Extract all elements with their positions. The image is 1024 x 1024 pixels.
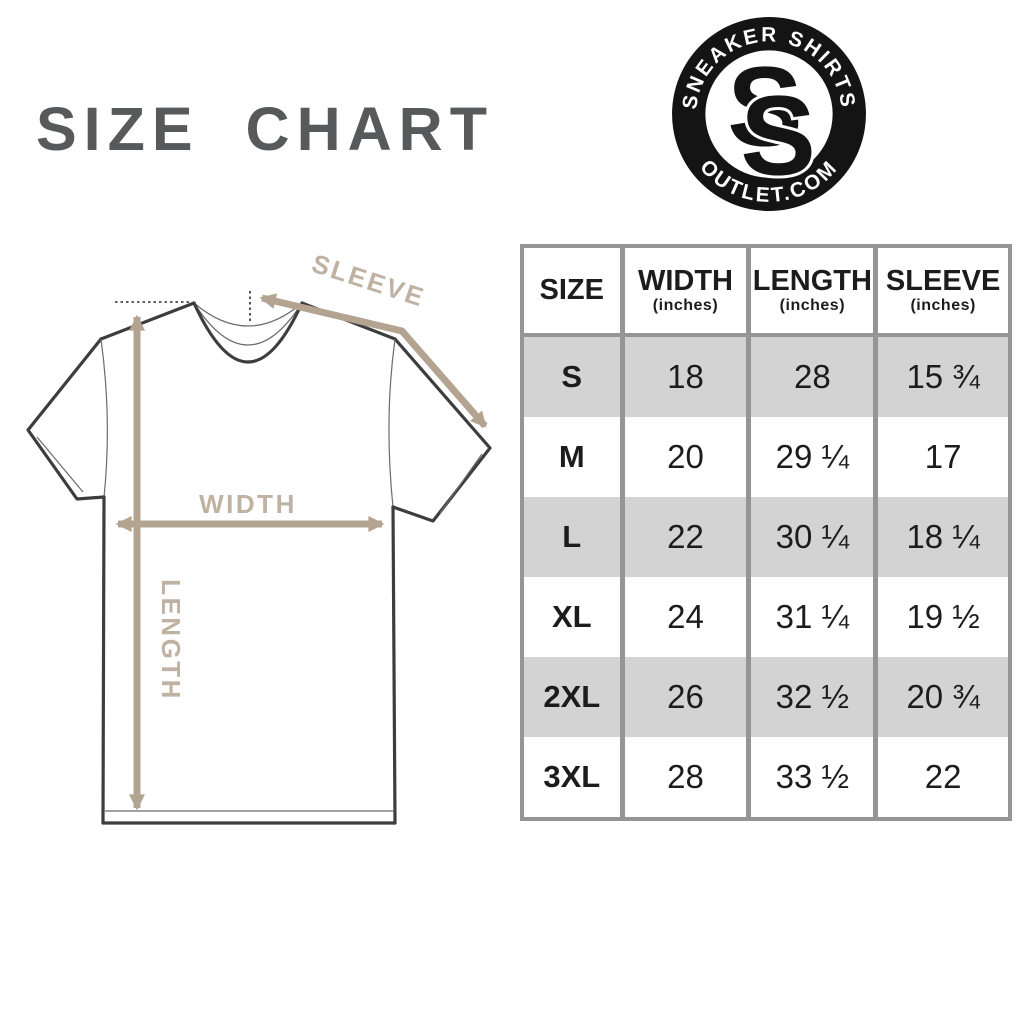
measurement-arrows bbox=[115, 293, 488, 811]
cell-width: 22 bbox=[619, 497, 749, 577]
length-label: LENGTH bbox=[156, 579, 186, 701]
cell-length: 30 ¼ bbox=[746, 497, 876, 577]
cell-sleeve: 17 bbox=[873, 417, 1010, 497]
width-label: WIDTH bbox=[199, 489, 297, 519]
table-row: 3XL 28 33 ½ 22 bbox=[522, 737, 1010, 819]
cell-width: 20 bbox=[619, 417, 749, 497]
size-table-container: SIZE WIDTH (inches) LENGTH (inches) SLEE… bbox=[520, 244, 1012, 821]
cell-length: 33 ½ bbox=[746, 737, 876, 819]
header-width-unit: (inches) bbox=[652, 296, 719, 314]
cell-size: XL bbox=[551, 599, 592, 634]
ss-monogram-icon: S bbox=[740, 73, 815, 199]
header-length-unit: (inches) bbox=[779, 296, 846, 314]
table-row: S 18 28 15 ¾ bbox=[522, 335, 1010, 417]
cell-sleeve: 18 ¼ bbox=[873, 497, 1010, 577]
table-header-row: SIZE WIDTH (inches) LENGTH (inches) SLEE… bbox=[522, 246, 1010, 337]
table-row: 2XL 26 32 ½ 20 ¾ bbox=[522, 657, 1010, 737]
header-sleeve: SLEEVE (inches) bbox=[873, 246, 1010, 337]
cell-length: 32 ½ bbox=[746, 657, 876, 737]
header-width: WIDTH (inches) bbox=[619, 246, 749, 337]
cell-length: 31 ¼ bbox=[746, 577, 876, 657]
cell-size: M bbox=[558, 439, 585, 474]
tshirt-outline bbox=[26, 291, 492, 825]
ss-monogram-icon: S bbox=[727, 43, 802, 169]
cell-size: L bbox=[562, 519, 582, 554]
cell-width: 18 bbox=[619, 335, 749, 417]
tshirt-measurement-diagram: WIDTH LENGTH SLEEVE bbox=[26, 248, 492, 825]
cell-sleeve: 20 ¾ bbox=[873, 657, 1010, 737]
table-row: XL 24 31 ¼ 19 ½ bbox=[522, 577, 1010, 657]
cell-length: 28 bbox=[746, 335, 876, 417]
size-table: SIZE WIDTH (inches) LENGTH (inches) SLEE… bbox=[520, 244, 1012, 821]
badge-inner-circle bbox=[705, 50, 833, 178]
cell-sleeve: 19 ½ bbox=[873, 577, 1010, 657]
table-row: L 22 30 ¼ 18 ¼ bbox=[522, 497, 1010, 577]
cell-size: 2XL bbox=[543, 679, 601, 714]
page-title: SIZE CHART bbox=[36, 95, 494, 163]
sleeve-label: SLEEVE bbox=[308, 248, 429, 313]
cell-sleeve: 15 ¾ bbox=[873, 335, 1010, 417]
brand-badge-logo: SNEAKER SHIRTS OUTLET.COM S S bbox=[672, 17, 866, 211]
header-length: LENGTH (inches) bbox=[746, 246, 876, 337]
sleeve-arrow bbox=[259, 293, 488, 429]
cell-size: S bbox=[561, 359, 583, 394]
cell-width: 28 bbox=[619, 737, 749, 819]
cell-size: 3XL bbox=[543, 759, 601, 794]
cell-width: 26 bbox=[619, 657, 749, 737]
header-size: SIZE bbox=[522, 246, 623, 337]
header-sleeve-unit: (inches) bbox=[910, 296, 976, 314]
cell-length: 29 ¼ bbox=[746, 417, 876, 497]
table-row: M 20 29 ¼ 17 bbox=[522, 417, 1010, 497]
cell-sleeve: 22 bbox=[873, 737, 1010, 819]
cell-width: 24 bbox=[619, 577, 749, 657]
